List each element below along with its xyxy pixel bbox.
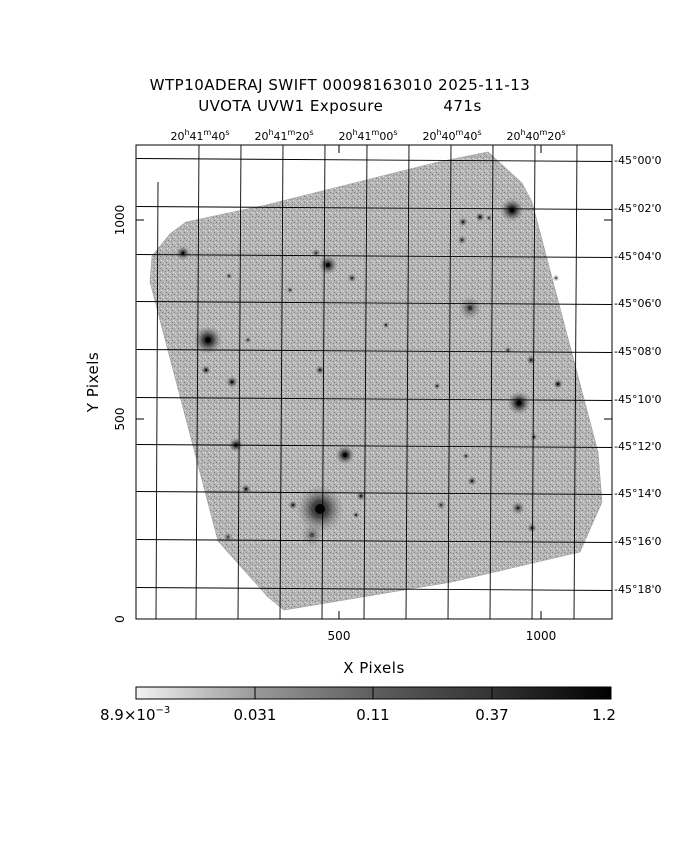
- star-core: [245, 488, 247, 490]
- star-core: [436, 385, 438, 387]
- star-core: [351, 277, 353, 279]
- ra-label: 20h41m40s: [170, 128, 229, 143]
- x-axis-title: X Pixels: [343, 659, 405, 677]
- dec-grid-line: [135, 301, 613, 305]
- dec-label: -45°14'0: [614, 487, 662, 500]
- star-core: [315, 504, 325, 514]
- colorbar-label-min: 8.9×10−3: [100, 705, 170, 724]
- plot-title-line1: WTP10ADERAJ SWIFT 00098163010 2025-11-13: [149, 76, 531, 94]
- star-core: [355, 514, 357, 516]
- plot-title-line2: UVOTA UVW1 Exposure 471s: [0, 97, 680, 115]
- x-tick-label-500: 500: [328, 629, 351, 643]
- star-core: [181, 251, 185, 255]
- star-core: [440, 504, 442, 506]
- colorbar-label-4: 0.37: [475, 706, 508, 724]
- ra-grid-line: [237, 144, 242, 620]
- colorbar-ticks: [254, 687, 493, 699]
- ra-label: 20h41m00s: [338, 128, 397, 143]
- star-core: [343, 453, 347, 457]
- star-core: [309, 532, 315, 538]
- star-core: [509, 207, 515, 213]
- bright-star-halo: [311, 500, 329, 518]
- star-core: [462, 221, 464, 223]
- ra-grid-line: [489, 144, 494, 620]
- dec-grid-line: [135, 254, 613, 258]
- star-core: [227, 536, 229, 538]
- dec-grid-line: [135, 397, 613, 401]
- dec-label: -45°02'0: [614, 202, 662, 215]
- y-tick-label-500: 500: [113, 408, 127, 431]
- dec-label: -45°04'0: [614, 250, 662, 263]
- star-core: [479, 216, 481, 218]
- ra-grid-line: [573, 144, 578, 620]
- dec-label: -45°00'0: [614, 154, 662, 167]
- dec-label: -45°16'0: [614, 535, 662, 548]
- star-core: [205, 337, 211, 343]
- star-core: [507, 349, 509, 351]
- ra-labels: 20h41m40s 20h41m20s 20h41m00s 20h40m40s 20h4…: [170, 128, 565, 143]
- ra-label: 20h41m20s: [254, 128, 313, 143]
- star-core: [471, 480, 473, 482]
- star-core: [247, 339, 249, 341]
- ra-grid-line: [321, 144, 326, 620]
- instrument-exposure-label: UVOTA UVW1 Exposure: [198, 97, 384, 115]
- ra-label: 20h40m40s: [422, 128, 481, 143]
- star-core: [516, 506, 520, 510]
- star-core: [205, 369, 207, 371]
- x-tick-label-1000: 1000: [526, 629, 557, 643]
- star-core: [488, 217, 490, 219]
- colorbar-label-min-exponent: −3: [156, 705, 171, 716]
- star-core: [461, 239, 463, 241]
- star-core: [555, 277, 557, 279]
- pixel-ticks: [136, 145, 612, 620]
- star-core: [557, 383, 559, 385]
- star-core: [326, 263, 330, 267]
- star-core: [385, 324, 387, 326]
- star-core: [467, 305, 473, 311]
- ra-grid-line: [447, 144, 452, 620]
- star-core: [530, 359, 532, 361]
- star-core: [360, 495, 362, 497]
- y-axis-title: Y Pixels: [84, 352, 102, 413]
- colorbar-label-max: 1.2: [592, 706, 616, 724]
- star-core: [228, 275, 230, 277]
- exposure-time: 471s: [443, 97, 482, 115]
- dec-grid-line: [135, 349, 613, 353]
- star-core: [289, 289, 291, 291]
- star-core: [315, 252, 317, 254]
- ra-grid-line: [279, 144, 284, 620]
- dec-label: -45°08'0: [614, 345, 662, 358]
- dec-labels: -45°00'0 -45°02'0 -45°04'0 -45°06'0 -45°08'0…: [614, 154, 662, 596]
- ra-grid-line: [155, 181, 159, 620]
- star-core: [292, 504, 294, 506]
- ra-grid-line: [531, 144, 536, 620]
- dec-grid-line: [135, 158, 613, 162]
- dec-grid-line: [135, 587, 613, 591]
- dec-grid-line: [135, 206, 613, 210]
- dec-label: -45°12'0: [614, 440, 662, 453]
- y-tick-label-0: 0: [113, 615, 127, 623]
- star-core: [516, 400, 522, 406]
- source-layer: [175, 198, 563, 547]
- ra-grid-line: [405, 144, 410, 620]
- ra-grid-line: [363, 144, 368, 620]
- colorbar-label-3: 0.11: [356, 706, 389, 724]
- exposure-footprint: [149, 151, 603, 611]
- dec-label: -45°10'0: [614, 393, 662, 406]
- ra-label: 20h40m20s: [506, 128, 565, 143]
- plot-frame: [135, 144, 613, 620]
- y-tick-label-1000: 1000: [113, 205, 127, 236]
- star-core: [465, 455, 467, 457]
- ra-grid-line: [195, 144, 200, 620]
- coordinate-grid: [135, 144, 613, 620]
- star-core: [230, 380, 234, 384]
- dec-label: -45°18'0: [614, 583, 662, 596]
- colorbar-label-2: 0.031: [234, 706, 277, 724]
- star-core: [319, 369, 321, 371]
- dec-label: -45°06'0: [614, 297, 662, 310]
